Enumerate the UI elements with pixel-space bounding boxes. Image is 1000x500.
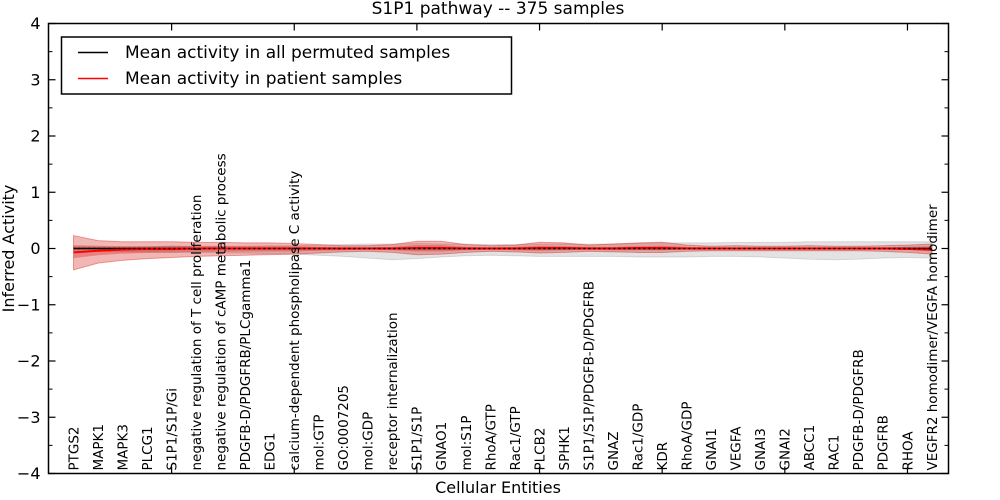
- x-tick-label: S1P1/S1P: [410, 407, 426, 471]
- x-tick-label: RhoA/GTP: [483, 404, 499, 470]
- x-tick-label: calcium-dependent phospholipase C activi…: [287, 171, 303, 471]
- x-tick-label: GNAI1: [704, 428, 720, 470]
- x-tick-label: KDR: [655, 442, 671, 471]
- x-tick-label: GO:0007205: [336, 385, 352, 471]
- x-tick-label: GNAI2: [778, 428, 794, 470]
- x-tick-label: ABCC1: [802, 425, 818, 471]
- x-tick-label: negative regulation of cAMP metabolic pr…: [213, 153, 229, 470]
- x-tick-label: GNAO1: [434, 422, 450, 471]
- legend-label-patient: Mean activity in patient samples: [125, 69, 402, 89]
- x-axis-label: Cellular Entities: [435, 478, 561, 497]
- x-tick-label: Rac1/GDP: [630, 404, 646, 471]
- x-tick-label: RAC1: [827, 435, 843, 471]
- x-tick-label: PTGS2: [66, 426, 82, 470]
- x-tick-label: RHOA: [900, 431, 916, 471]
- x-tick-label: PLCG1: [140, 426, 156, 470]
- x-tick-label: MAPK3: [115, 424, 131, 470]
- legend: Mean activity in all permuted samples Me…: [60, 36, 513, 95]
- x-tick-label: GNAI3: [753, 428, 769, 470]
- x-tick-label: SPHK1: [557, 426, 573, 470]
- x-tick-label: GNAZ: [606, 431, 622, 470]
- x-tick-label: RhoA/GDP: [680, 402, 696, 471]
- y-tick-label: −1: [17, 295, 41, 314]
- chart-title: S1P1 pathway -- 375 samples: [372, 0, 625, 19]
- x-tick-label: VEGFA: [729, 426, 745, 471]
- x-tick-label: receptor internalization: [385, 312, 401, 470]
- y-tick-label: 1: [30, 183, 40, 202]
- x-tick-label: mol:S1P: [459, 415, 475, 470]
- x-tick-label: S1P1/S1P/Gi: [164, 388, 180, 471]
- legend-box: [60, 36, 513, 95]
- permuted-sample-range: [73, 241, 933, 261]
- y-tick-label: 3: [30, 70, 40, 89]
- x-tick-label: VEGFR2 homodimer/VEGFA homodimer: [925, 204, 941, 471]
- y-tick-label: 0: [30, 239, 40, 258]
- y-tick-label: 2: [30, 127, 40, 146]
- patient-outer-band: [73, 234, 933, 271]
- x-tick-label: MAPK1: [91, 424, 107, 470]
- y-tick-label: −4: [17, 464, 41, 483]
- x-tick-label: PLCB2: [532, 428, 548, 471]
- x-tick-label: Rac1/GTP: [508, 406, 524, 470]
- y-tick-label: −3: [17, 408, 41, 427]
- x-tick-label: PDGFB-D/PDGFRB/PLCgamma1: [238, 260, 254, 471]
- x-tick-label: S1P1/S1P/PDGFB-D/PDGFRB: [581, 281, 597, 471]
- legend-label-permuted: Mean activity in all permuted samples: [125, 43, 450, 63]
- y-axis-label: Inferred Activity: [0, 185, 18, 313]
- x-tick-label: PDGFRB: [876, 415, 892, 470]
- x-tick-label: EDG1: [263, 433, 279, 471]
- x-tick-label: PDGFB-D/PDGFRB: [851, 349, 867, 470]
- y-tick-label: −2: [17, 352, 41, 371]
- x-tick-label: negative regulation of T cell proliferat…: [189, 195, 205, 471]
- plot-area: −4 −3 −2 −1 0 1 2 3 4 PTGS2 MAPK1 MAPK3 PLCG1 S1P1/S1…: [17, 14, 950, 483]
- x-tick-label: mol:GDP: [361, 412, 377, 471]
- x-tick-label: mol:GTP: [312, 414, 328, 470]
- y-tick-label: 4: [30, 14, 40, 33]
